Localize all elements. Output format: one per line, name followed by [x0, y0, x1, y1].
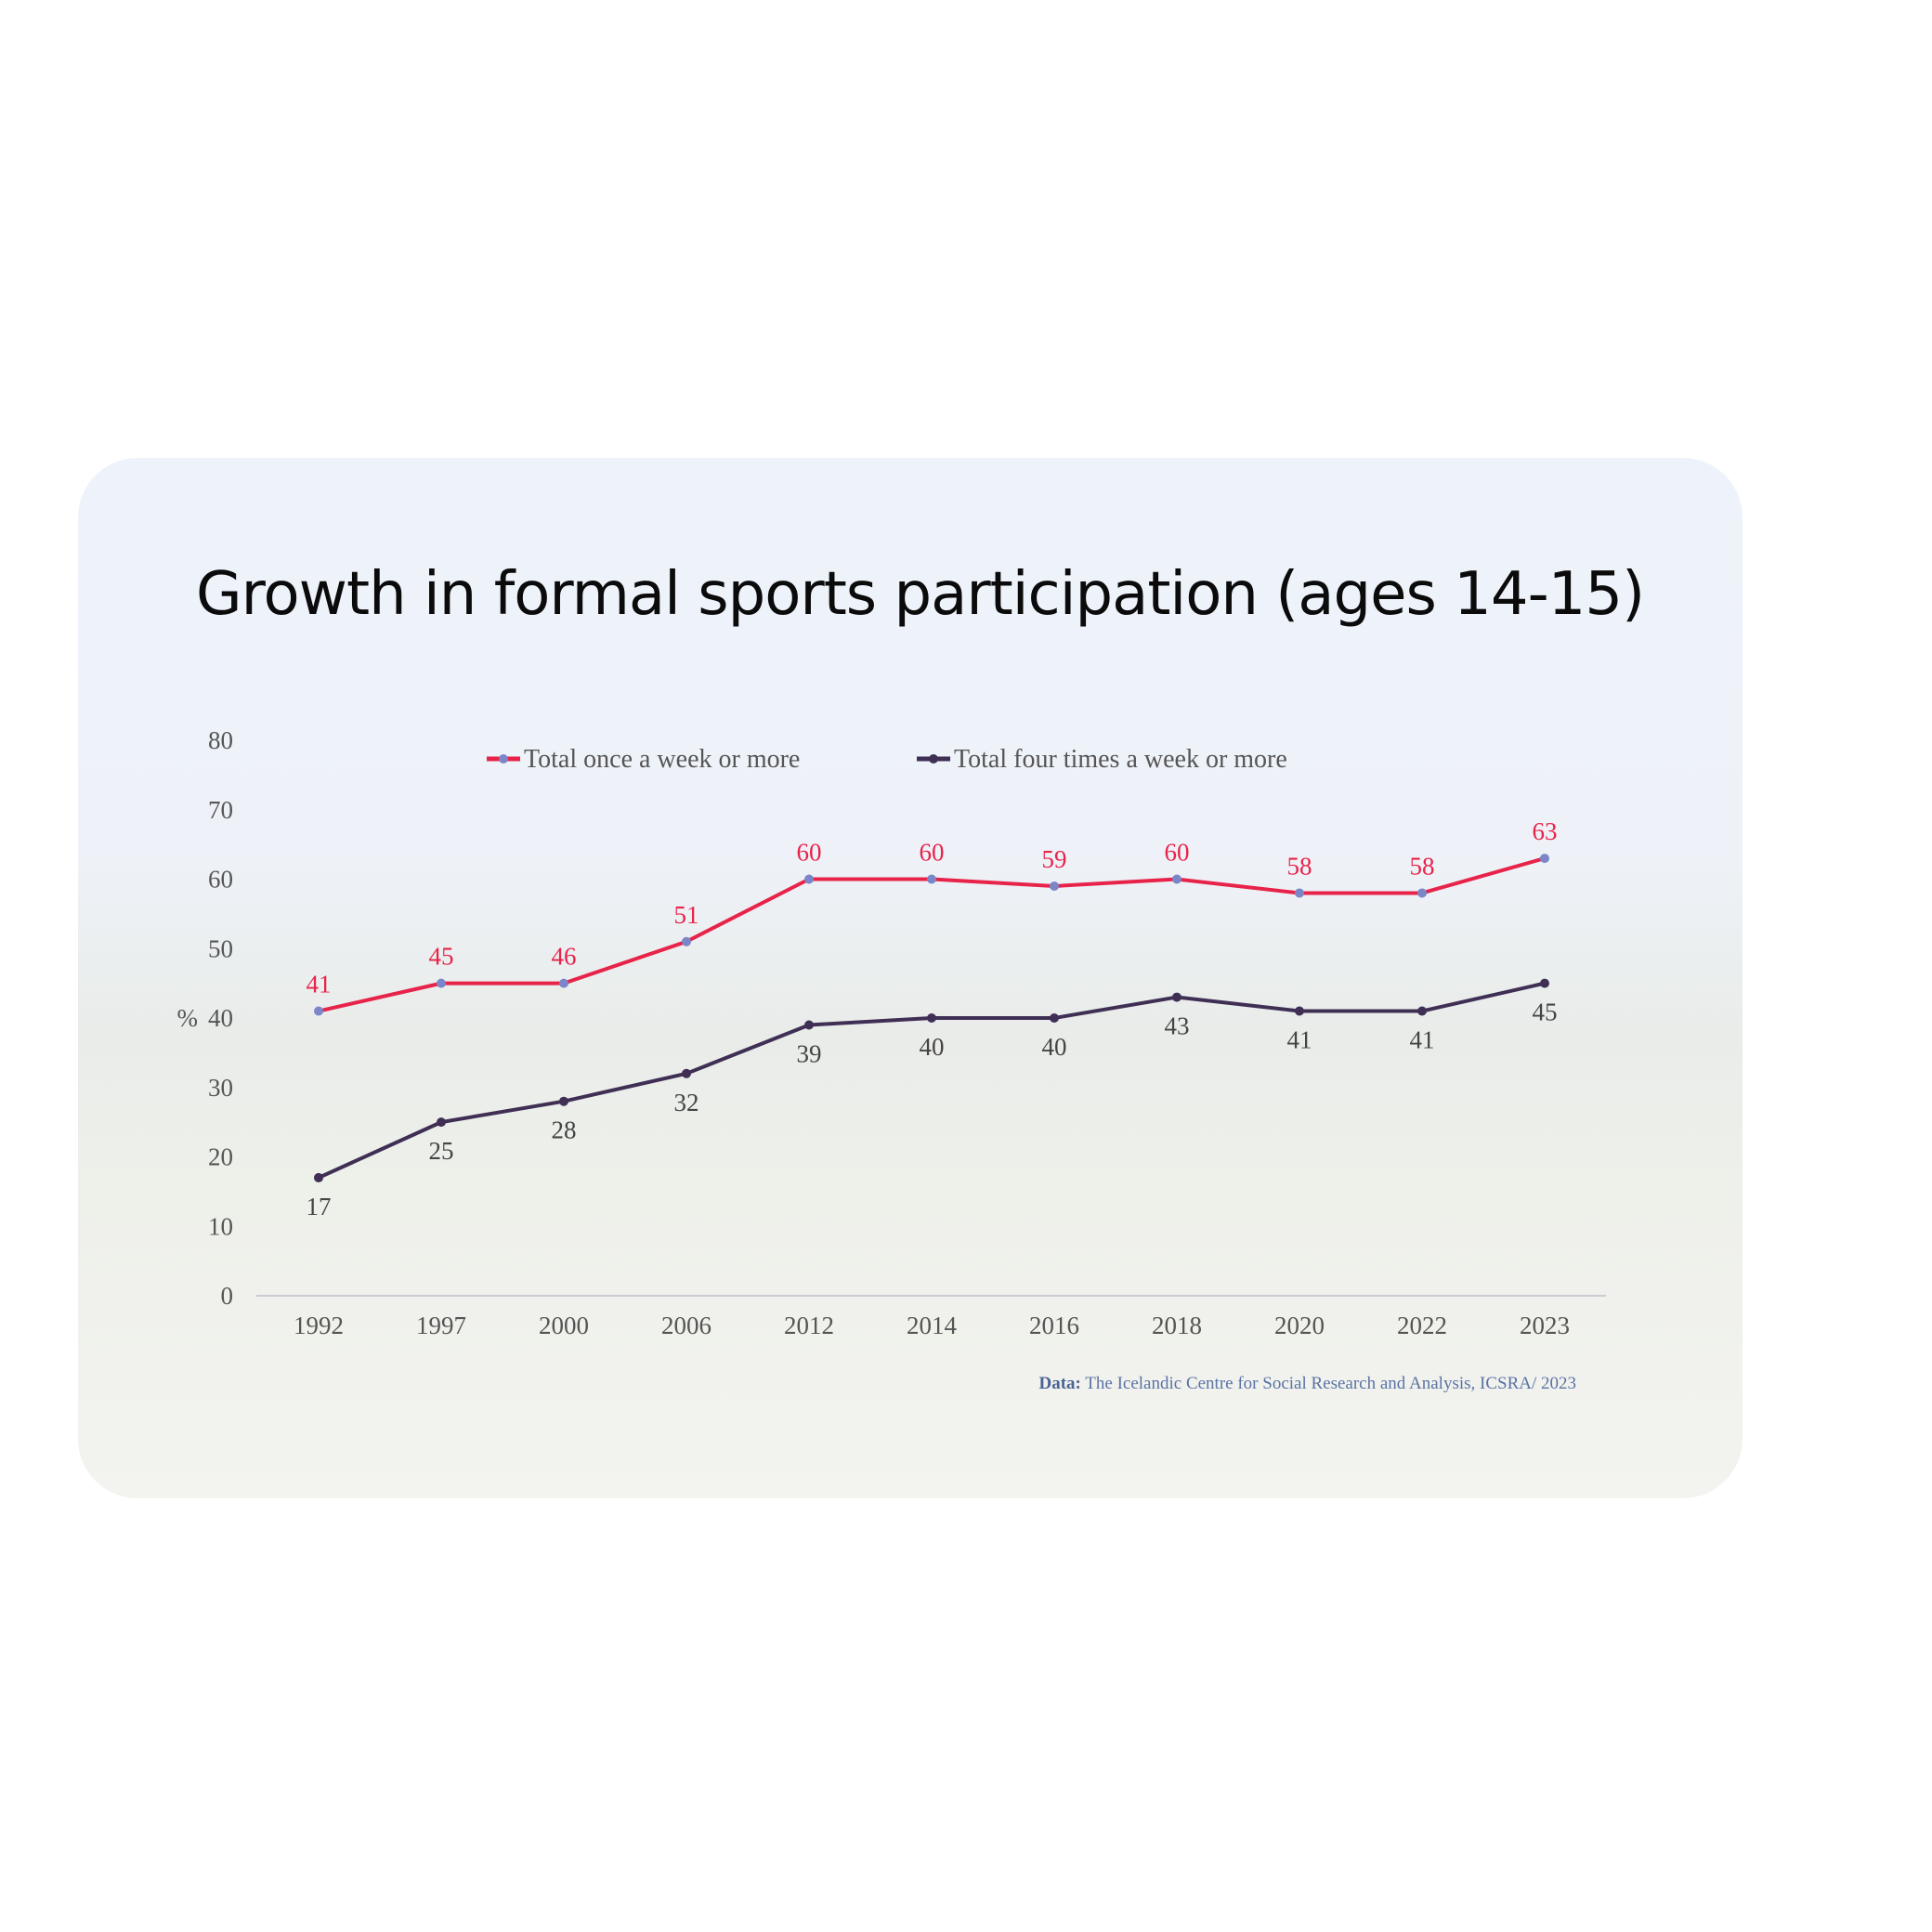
- x-tick-label: 2012: [784, 1312, 834, 1339]
- series-line: [318, 981, 1546, 1180]
- source-text: The Icelandic Centre for Social Research…: [1080, 1374, 1576, 1393]
- data-point: [682, 936, 691, 946]
- data-point: [682, 1068, 691, 1078]
- data-label: 39: [797, 1039, 822, 1067]
- x-tick-label: 2018: [1152, 1312, 1202, 1339]
- data-point: [1540, 978, 1549, 988]
- x-tick-label: 2000: [539, 1312, 589, 1339]
- data-label: 40: [1042, 1033, 1067, 1061]
- source-note: Data: The Icelandic Centre for Social Re…: [1039, 1374, 1577, 1394]
- data-point: [927, 1013, 936, 1023]
- data-label: 46: [552, 943, 577, 971]
- data-point: [1540, 854, 1549, 864]
- x-tick-label: 2014: [907, 1312, 958, 1339]
- legend-label: Total four times a week or more: [954, 745, 1287, 774]
- source-label: Data:: [1038, 1374, 1081, 1393]
- data-label: 41: [307, 971, 332, 999]
- data-label: 58: [1287, 852, 1312, 880]
- data-point: [437, 978, 446, 988]
- x-tick-label: 2022: [1397, 1312, 1447, 1339]
- data-point: [1172, 874, 1181, 884]
- y-tick-label: 50: [208, 934, 233, 962]
- y-tick-label: 10: [208, 1212, 233, 1240]
- data-label: 51: [674, 901, 699, 929]
- data-point: [804, 1020, 814, 1030]
- y-tick-label: 30: [208, 1074, 233, 1102]
- legend-label: Total once a week or more: [524, 745, 800, 774]
- data-label: 60: [1165, 839, 1190, 867]
- x-tick-label: 2020: [1274, 1312, 1325, 1339]
- data-point: [1050, 1013, 1059, 1023]
- x-tick-label: 1997: [416, 1312, 466, 1339]
- x-tick-label: 2023: [1520, 1312, 1570, 1339]
- data-label: 28: [552, 1116, 577, 1144]
- data-point: [1295, 888, 1304, 898]
- data-point: [1417, 1006, 1427, 1016]
- chart-title: Growth in formal sports participation (a…: [196, 560, 1645, 629]
- x-tick-label: 2016: [1029, 1312, 1079, 1339]
- line-chart: 0 10 20 30 40 50 60 70 80% 1992 1997 2000 2006 2012 20…: [177, 726, 1606, 1339]
- data-point: [1050, 881, 1059, 891]
- data-point: [1172, 992, 1181, 1002]
- y-tick-label: 20: [208, 1143, 233, 1171]
- data-point: [559, 1096, 568, 1106]
- legend-marker: [499, 754, 508, 764]
- x-tick-label: 1992: [294, 1312, 344, 1339]
- y-tick-label: 0: [221, 1282, 234, 1310]
- chart-card: Growth in formal sports participation (a…: [78, 458, 1743, 1498]
- data-label: 41: [1410, 1026, 1435, 1054]
- data-point: [437, 1117, 446, 1128]
- data-label: 45: [429, 943, 454, 971]
- data-label: 32: [674, 1089, 699, 1116]
- data-point: [314, 1006, 323, 1016]
- data-label: 25: [429, 1137, 454, 1165]
- x-tick-label: 2006: [661, 1312, 711, 1339]
- data-point: [314, 1172, 323, 1182]
- data-label: 43: [1165, 1012, 1190, 1040]
- y-tick-label: 70: [208, 796, 233, 824]
- data-label: 63: [1533, 817, 1558, 845]
- y-tick-label: 60: [208, 866, 233, 894]
- data-label: 60: [797, 839, 822, 867]
- y-axis-label: %: [177, 1004, 199, 1032]
- data-label: 58: [1410, 852, 1435, 880]
- data-point: [927, 874, 936, 884]
- data-point: [1295, 1006, 1304, 1016]
- data-point: [804, 874, 814, 884]
- legend-marker: [929, 754, 938, 764]
- data-label: 45: [1533, 999, 1558, 1026]
- y-tick-label: 40: [208, 1004, 233, 1032]
- data-point: [559, 978, 568, 988]
- data-label: 17: [307, 1193, 332, 1221]
- y-tick-label: 80: [208, 726, 233, 754]
- data-label: 41: [1287, 1026, 1312, 1054]
- data-label: 59: [1042, 845, 1067, 873]
- data-label: 40: [920, 1033, 945, 1061]
- data-label: 60: [920, 839, 945, 867]
- data-point: [1417, 888, 1427, 898]
